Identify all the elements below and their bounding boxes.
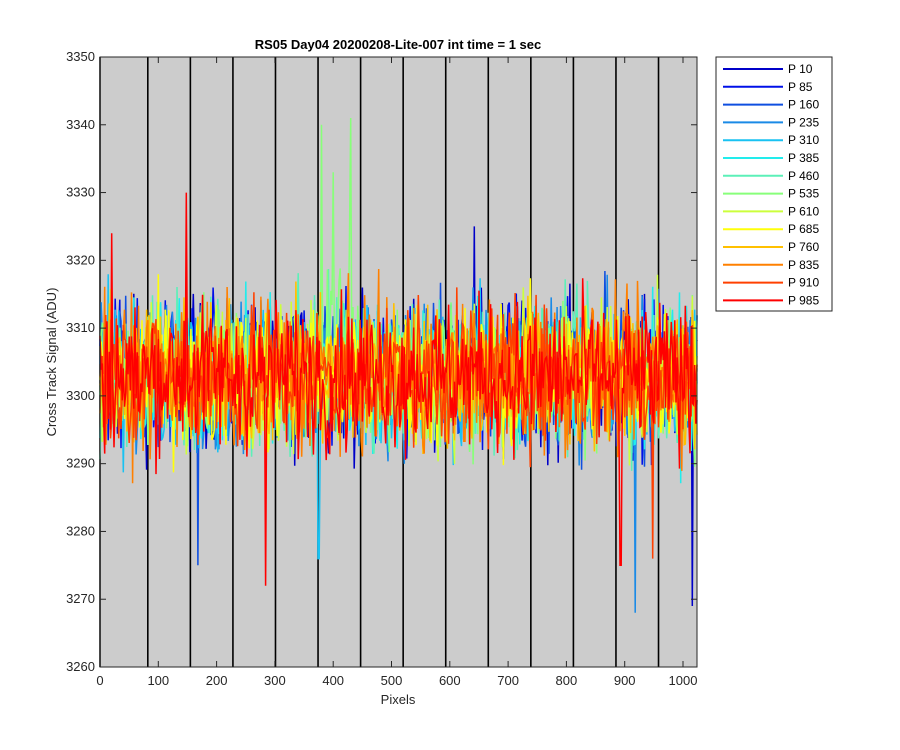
- y-tick-label-3260: 3260: [66, 659, 95, 674]
- y-tick-label-3340: 3340: [66, 117, 95, 132]
- legend-label-p-910: P 910: [788, 276, 819, 290]
- legend-box: [715, 56, 833, 312]
- legend: P 10 P 85 P 160 P 235 P 310 P 385 P 460 P 535 P …: [715, 56, 833, 312]
- y-tick-label-3280: 3280: [66, 523, 95, 538]
- x-tick-label-400: 400: [322, 673, 344, 688]
- x-tick-label-900: 900: [614, 673, 636, 688]
- x-tick-label-700: 700: [497, 673, 519, 688]
- plot-frame: [99, 56, 698, 668]
- y-tick-label-3320: 3320: [66, 252, 95, 267]
- y-tick-label-3270: 3270: [66, 591, 95, 606]
- y-tick-label-3300: 3300: [66, 388, 95, 403]
- legend-label-p-10: P 10: [788, 62, 813, 76]
- x-tick-label-600: 600: [439, 673, 461, 688]
- legend-label-p-310: P 310: [788, 133, 819, 147]
- legend-label-p-535: P 535: [788, 187, 819, 201]
- legend-label-p-160: P 160: [788, 98, 819, 112]
- x-axis-label: Pixels: [381, 692, 416, 707]
- chart-title: RS05 Day04 20200208-Lite-007 int time = …: [255, 37, 542, 52]
- y-tick-label-3290: 3290: [66, 456, 95, 471]
- x-axis-ticks: 0 100 200 300 400 500 600 700 800 900 1000: [96, 57, 697, 688]
- x-tick-label-800: 800: [556, 673, 578, 688]
- legend-label-p-385: P 385: [788, 151, 819, 165]
- legend-label-p-985: P 985: [788, 293, 819, 307]
- legend-label-p-610: P 610: [788, 204, 819, 218]
- legend-label-p-835: P 835: [788, 258, 819, 272]
- x-tick-label-200: 200: [206, 673, 228, 688]
- y-axis-ticks: 3260 3270 3280 3290 3300 3310 3320 3330 3340 3350: [66, 49, 697, 674]
- x-tick-label-500: 500: [381, 673, 403, 688]
- y-tick-label-3310: 3310: [66, 320, 95, 335]
- y-tick-label-3330: 3330: [66, 185, 95, 200]
- x-tick-label-1000: 1000: [669, 673, 698, 688]
- x-tick-label-100: 100: [147, 673, 169, 688]
- x-tick-label-0: 0: [96, 673, 103, 688]
- series-lines: [99, 117, 698, 613]
- x-tick-label-300: 300: [264, 673, 286, 688]
- legend-label-p-760: P 760: [788, 240, 819, 254]
- legend-label-p-685: P 685: [788, 222, 819, 236]
- y-tick-label-3350: 3350: [66, 49, 95, 64]
- legend-label-p-460: P 460: [788, 169, 819, 183]
- y-axis-label: Cross Track Signal (ADU): [44, 288, 59, 437]
- legend-label-p-85: P 85: [788, 80, 813, 94]
- series-line-p-985: [99, 192, 698, 586]
- legend-label-p-235: P 235: [788, 115, 819, 129]
